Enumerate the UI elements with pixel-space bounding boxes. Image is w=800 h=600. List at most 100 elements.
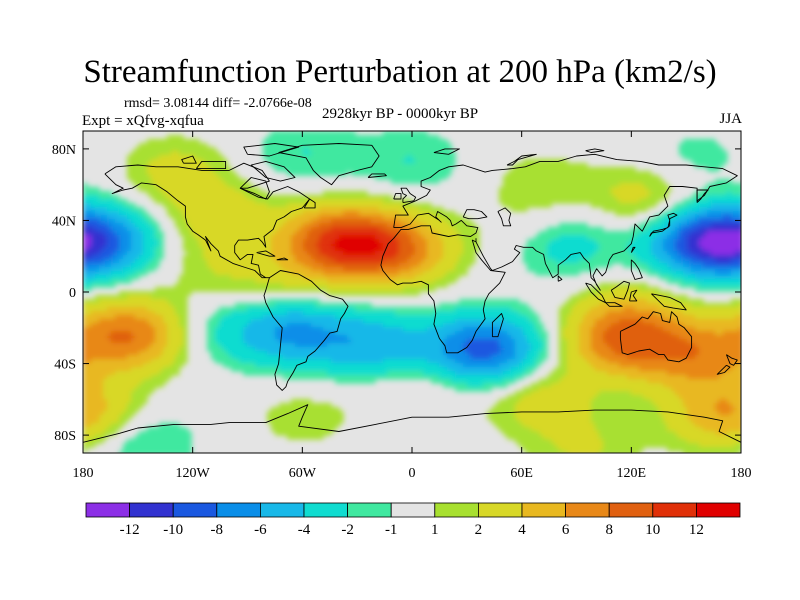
field-cell <box>371 351 376 356</box>
field-cell <box>187 431 192 436</box>
field-cell <box>415 139 420 144</box>
field-cell <box>135 299 140 304</box>
field-cell <box>115 399 120 404</box>
field-cell <box>351 131 356 136</box>
field-cell <box>371 211 376 216</box>
field-cell <box>175 215 180 220</box>
field-cell <box>403 287 408 292</box>
field-cell <box>443 175 448 180</box>
field-cell <box>323 131 328 136</box>
field-cell <box>243 359 248 364</box>
field-cell <box>419 235 424 240</box>
field-cell <box>99 267 104 272</box>
field-cell <box>319 215 324 220</box>
field-cell <box>167 147 172 152</box>
field-cell <box>83 379 88 384</box>
field-cell <box>319 255 324 260</box>
field-cell <box>351 135 356 140</box>
field-cell <box>135 219 140 224</box>
field-cell <box>239 335 244 340</box>
field-cell <box>303 427 308 432</box>
field-cell <box>179 327 184 332</box>
field-cell <box>415 319 420 324</box>
field-cell <box>267 243 272 248</box>
field-cell <box>387 267 392 272</box>
field-cell <box>163 359 168 364</box>
field-cell <box>167 303 172 308</box>
field-cell <box>247 227 252 232</box>
field-cell <box>315 335 320 340</box>
field-cell <box>215 215 220 220</box>
field-cell <box>263 355 268 360</box>
field-cell <box>359 335 364 340</box>
field-cell <box>223 339 228 344</box>
field-cell <box>363 199 368 204</box>
field-cell <box>291 151 296 156</box>
field-cell <box>99 399 104 404</box>
field-cell <box>139 439 144 444</box>
field-cell <box>83 279 88 284</box>
field-cell <box>239 251 244 256</box>
field-cell <box>171 147 176 152</box>
field-cell <box>111 255 116 260</box>
field-cell <box>379 143 384 148</box>
field-cell <box>239 339 244 344</box>
field-cell <box>119 207 124 212</box>
field-cell <box>307 203 312 208</box>
field-cell <box>323 163 328 168</box>
field-cell <box>367 327 372 332</box>
field-cell <box>355 195 360 200</box>
field-cell <box>355 191 360 196</box>
field-cell <box>263 315 268 320</box>
field-cell <box>275 299 280 304</box>
field-cell <box>139 171 144 176</box>
field-cell <box>439 259 444 264</box>
field-cell <box>407 283 412 288</box>
field-cell <box>387 291 392 296</box>
field-cell <box>419 135 424 140</box>
field-cell <box>379 311 384 316</box>
field-cell <box>331 219 336 224</box>
field-cell <box>95 251 100 256</box>
field-cell <box>363 147 368 152</box>
field-cell <box>183 351 188 356</box>
field-cell <box>359 247 364 252</box>
field-cell <box>259 223 264 228</box>
field-cell <box>335 379 340 384</box>
field-cell <box>347 219 352 224</box>
field-cell <box>99 219 104 224</box>
field-cell <box>407 263 412 268</box>
field-cell <box>315 151 320 156</box>
field-cell <box>411 227 416 232</box>
field-cell <box>271 327 276 332</box>
field-cell <box>127 295 132 300</box>
field-cell <box>439 239 444 244</box>
field-cell <box>303 287 308 292</box>
field-cell <box>215 175 220 180</box>
field-cell <box>219 155 224 160</box>
field-cell <box>143 335 148 340</box>
field-cell <box>171 299 176 304</box>
field-cell <box>395 291 400 296</box>
field-cell <box>139 143 144 148</box>
field-cell <box>195 139 200 144</box>
field-cell <box>371 327 376 332</box>
field-cell <box>147 447 152 452</box>
field-cell <box>147 147 152 152</box>
field-cell <box>303 215 308 220</box>
field-cell <box>443 259 448 264</box>
field-cell <box>315 271 320 276</box>
field-cell <box>271 235 276 240</box>
field-cell <box>143 443 148 448</box>
field-cell <box>87 427 92 432</box>
field-cell <box>159 303 164 308</box>
field-cell <box>99 347 104 352</box>
field-cell <box>171 323 176 328</box>
field-cell <box>271 339 276 344</box>
field-cell <box>327 247 332 252</box>
field-cell <box>323 319 328 324</box>
field-cell <box>267 315 272 320</box>
field-cell <box>123 203 128 208</box>
field-cell <box>199 179 204 184</box>
field-cell <box>439 271 444 276</box>
